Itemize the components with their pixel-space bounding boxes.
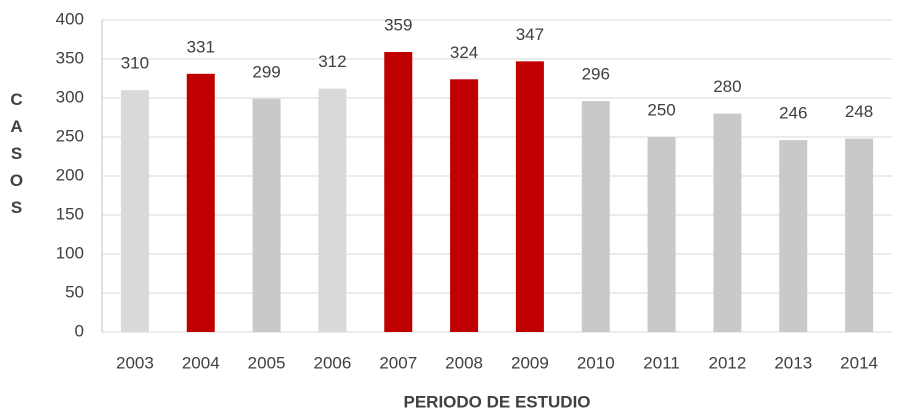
x-tick-label: 2010 (577, 353, 615, 372)
data-label: 331 (187, 37, 215, 56)
y-tick-label: 300 (56, 87, 84, 106)
x-axis-label: PERIODO DE ESTUDIO (403, 392, 590, 411)
data-label: 324 (450, 43, 478, 62)
x-tick-label: 2012 (709, 353, 747, 372)
bar (186, 73, 215, 332)
y-axis-label: CASOS (7, 90, 26, 225)
bar (384, 51, 413, 332)
y-tick-label: 0 (75, 321, 84, 340)
y-tick-label: 100 (56, 243, 84, 262)
bar (779, 140, 808, 332)
x-tick-label: 2003 (116, 353, 154, 372)
x-tick-label: 2004 (182, 353, 220, 372)
bar (450, 79, 479, 332)
bar (318, 88, 347, 332)
x-tick-label: 2013 (774, 353, 812, 372)
y-tick-label: 400 (56, 9, 84, 28)
data-label: 347 (516, 25, 544, 44)
data-label: 296 (582, 65, 610, 84)
data-label: 312 (318, 52, 346, 71)
y-tick-label: 250 (56, 126, 84, 145)
x-tick-label: 2007 (379, 353, 417, 372)
data-label: 299 (252, 62, 280, 81)
bar (252, 98, 281, 332)
bar (515, 61, 544, 333)
x-tick-label: 2011 (643, 353, 680, 372)
data-label: 246 (779, 104, 807, 123)
x-tick-label: 2008 (445, 353, 483, 372)
data-label: 310 (121, 54, 149, 73)
y-tick-label: 200 (56, 165, 84, 184)
y-tick-label: 50 (65, 282, 84, 301)
bar (647, 137, 676, 332)
x-tick-label: 2009 (511, 353, 549, 372)
y-tick-label: 350 (56, 48, 84, 67)
data-label: 280 (713, 77, 741, 96)
data-label: 248 (845, 102, 873, 121)
data-label: 359 (384, 15, 412, 34)
bar (120, 90, 149, 332)
bar (581, 101, 610, 333)
y-tick-label: 150 (56, 204, 84, 223)
x-tick-label: 2014 (840, 353, 878, 372)
x-tick-label: 2005 (248, 353, 286, 372)
x-tick-label: 2006 (314, 353, 352, 372)
bar (713, 113, 742, 332)
data-label: 250 (647, 100, 675, 119)
bar (845, 138, 874, 332)
